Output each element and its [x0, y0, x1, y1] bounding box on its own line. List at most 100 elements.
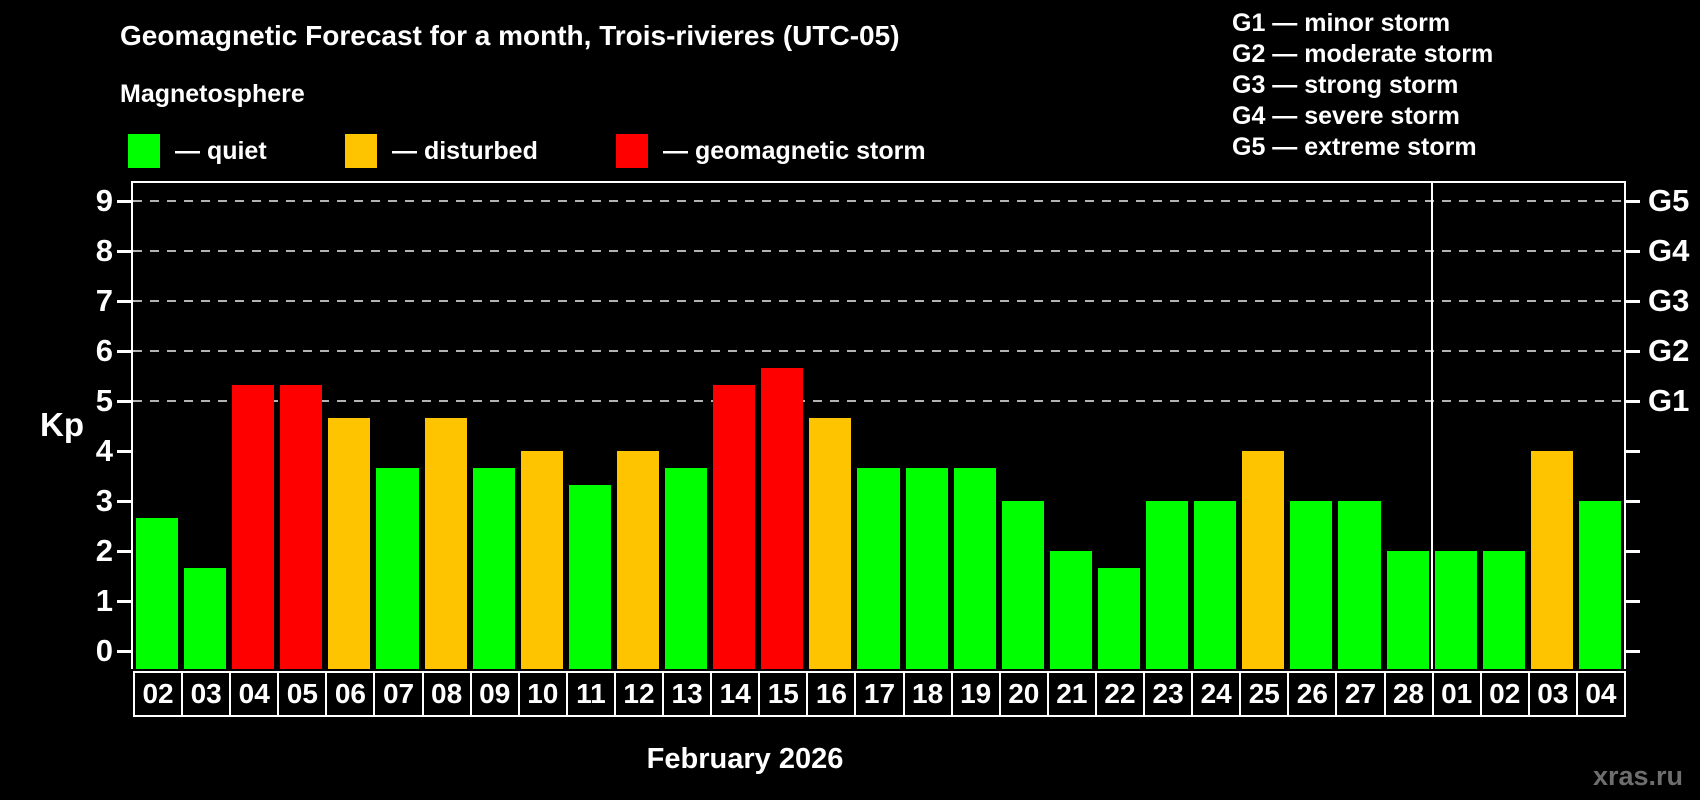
date-cell: 27 [1335, 671, 1386, 717]
axis-tick [117, 200, 131, 203]
g-axis-label: G5 [1648, 183, 1690, 218]
date-cell: 05 [277, 671, 328, 717]
axis-tick [1626, 500, 1640, 503]
g-axis-label: G2 [1648, 333, 1690, 368]
date-cell: 11 [565, 671, 616, 717]
legend-label: — geomagnetic storm [663, 136, 926, 165]
axis-tick [1626, 450, 1640, 453]
date-cell: 01 [1431, 671, 1482, 717]
axis-tick [1626, 650, 1640, 653]
y-tick-label: 9 [95, 183, 113, 218]
date-cell: 10 [517, 671, 568, 717]
legend-item-quiet: — quiet [128, 133, 267, 169]
date-cell: 17 [854, 671, 905, 717]
date-cell: 21 [1046, 671, 1097, 717]
y-tick-label: 2 [95, 533, 113, 568]
kp-bar [472, 467, 515, 669]
axis-tick [117, 500, 131, 503]
g-legend-line: G1 — minor storm [1232, 9, 1451, 37]
y-tick-label: 7 [95, 283, 113, 318]
legend-item-storm: — geomagnetic storm [616, 133, 926, 169]
date-cell: 15 [758, 671, 809, 717]
kp-bar [1338, 501, 1381, 669]
y-axis-label: Kp [40, 406, 84, 443]
date-cell: 03 [1527, 671, 1578, 717]
kp-bar [1049, 551, 1092, 669]
disturbed-color-swatch [345, 134, 377, 168]
y-tick-label: 4 [95, 433, 113, 468]
kp-bar [857, 467, 900, 669]
gridline-kp5 [133, 400, 1624, 402]
date-cell: 14 [710, 671, 761, 717]
axis-tick [117, 600, 131, 603]
kp-bar [809, 417, 852, 669]
month-caption: February 2026 [646, 743, 844, 775]
kp-bar [1386, 551, 1429, 669]
kp-bar [328, 417, 371, 669]
y-tick-label: 5 [95, 383, 113, 418]
kp-bar [184, 567, 227, 669]
kp-bar [376, 467, 419, 669]
axis-tick [117, 300, 131, 303]
axis-tick [1626, 250, 1640, 253]
kp-bar [953, 467, 996, 669]
g-scale-legend: G1 — minor storm G2 — moderate storm G3 — … [1232, 8, 1493, 163]
axis-tick [1626, 400, 1640, 403]
kp-bar [713, 384, 756, 669]
axis-tick [1626, 600, 1640, 603]
axis-tick [117, 350, 131, 353]
gridline-kp9 [133, 200, 1624, 202]
kp-bar [1530, 451, 1573, 669]
g-axis-label: G1 [1648, 383, 1690, 418]
axis-tick [117, 450, 131, 453]
kp-bar [616, 451, 660, 669]
kp-bar [1482, 551, 1525, 669]
kp-bar [905, 467, 948, 669]
kp-bar [761, 367, 804, 669]
kp-bar [1001, 501, 1044, 669]
g-legend-line: G4 — severe storm [1232, 102, 1460, 130]
date-cell: 28 [1383, 671, 1434, 717]
date-cell: 25 [1239, 671, 1290, 717]
axis-tick [117, 550, 131, 553]
axis-tick [1626, 300, 1640, 303]
date-cell: 20 [998, 671, 1049, 717]
legend-label: — quiet [175, 136, 267, 165]
kp-bar [1434, 551, 1477, 669]
kp-bar [1242, 451, 1285, 669]
g-legend-line: G2 — moderate storm [1232, 40, 1494, 68]
axis-tick [1626, 350, 1640, 353]
kp-bar [1146, 501, 1189, 669]
watermark: xras.ru [1592, 761, 1683, 791]
date-cell: 02 [133, 671, 184, 717]
g-legend-line: G3 — strong storm [1232, 71, 1459, 99]
kp-bar [136, 517, 179, 669]
kp-bar [1578, 501, 1621, 669]
date-cell: 06 [325, 671, 376, 717]
date-cell: 08 [421, 671, 472, 717]
kp-bar [1097, 567, 1141, 669]
axis-tick [117, 650, 131, 653]
chart-title: Geomagnetic Forecast for a month, Trois-… [120, 20, 900, 51]
date-cell: 26 [1287, 671, 1338, 717]
date-cell: 09 [469, 671, 520, 717]
date-cell: 04 [1575, 671, 1626, 717]
y-tick-label: 1 [95, 583, 113, 618]
kp-bar [232, 384, 275, 669]
axis-tick [117, 400, 131, 403]
magnetosphere-legend-title: Magnetosphere [120, 80, 305, 108]
date-cell: 03 [181, 671, 232, 717]
quiet-color-swatch [128, 134, 160, 168]
month-separator [1430, 183, 1433, 669]
kp-bar [665, 467, 708, 669]
legend-label: — disturbed [392, 136, 538, 165]
axis-tick [1626, 550, 1640, 553]
kp-bar [1290, 501, 1333, 669]
date-cell: 22 [1094, 671, 1146, 717]
date-cell: 04 [229, 671, 280, 717]
axis-tick [1626, 200, 1640, 203]
y-tick-label: 3 [95, 483, 113, 518]
kp-bar [568, 484, 611, 669]
g-axis-label: G3 [1648, 283, 1690, 318]
